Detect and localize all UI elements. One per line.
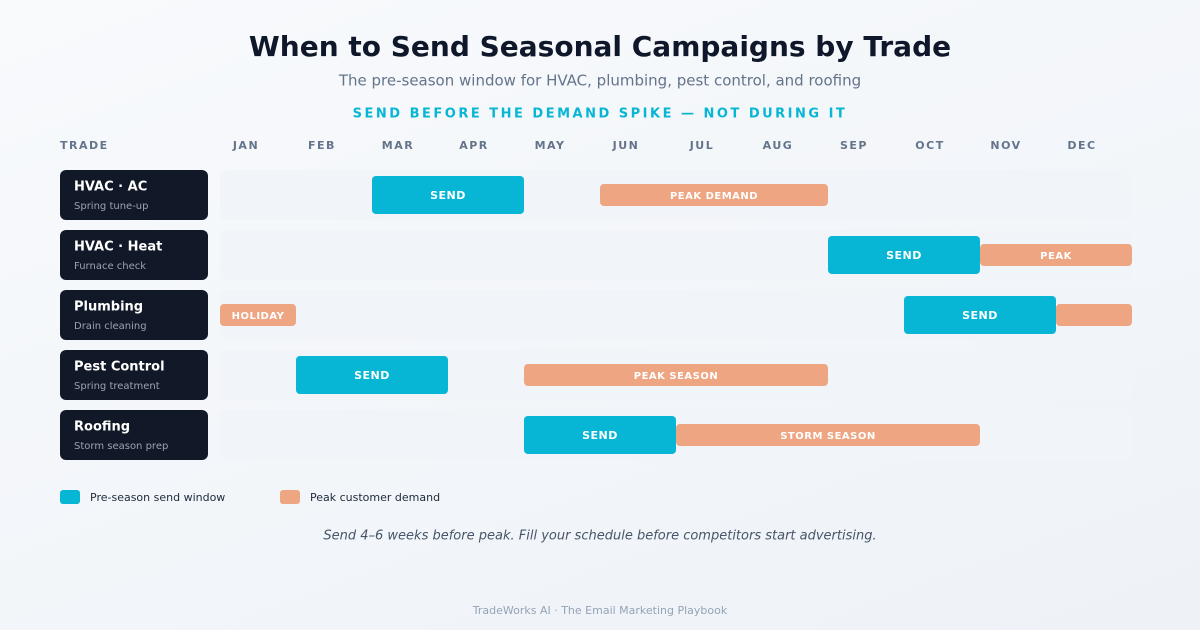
trade-card [60, 410, 208, 460]
month-label: APR [459, 139, 489, 152]
send-bar [904, 296, 1056, 334]
month-label: OCT [915, 139, 944, 152]
trade-heading: TRADE [60, 139, 109, 152]
peak-bar [600, 184, 828, 206]
bar-label: PEAK DEMAND [670, 191, 758, 202]
trade-name: HVAC · Heat [74, 240, 162, 255]
month-label: MAR [382, 139, 414, 152]
bar-label: SEND [962, 309, 998, 322]
send-bar [372, 176, 524, 214]
legend-swatch [280, 490, 300, 504]
bar-label: PEAK SEASON [634, 371, 718, 382]
bar-label: SEND [886, 249, 922, 262]
trade-card [60, 170, 208, 220]
note: Send 4–6 weeks before peak. Fill your sc… [323, 529, 876, 544]
month-label: FEB [308, 139, 336, 152]
send-bar [524, 416, 676, 454]
trade-name: Plumbing [74, 300, 143, 315]
trade-card [60, 230, 208, 280]
title: When to Send Seasonal Campaigns by Trade [249, 30, 951, 63]
trade-name: Roofing [74, 420, 130, 435]
trade-name: HVAC · AC [74, 180, 147, 195]
bar-label: SEND [582, 429, 618, 442]
tagline: SEND BEFORE THE DEMAND SPIKE — NOT DURIN… [353, 107, 848, 122]
month-label: JUL [689, 139, 715, 152]
month-label: AUG [763, 139, 794, 152]
trade-sub: Storm season prep [74, 441, 168, 452]
trade-sub: Drain cleaning [74, 321, 147, 332]
trade-card [60, 290, 208, 340]
trade-sub: Spring treatment [74, 381, 160, 392]
trade-sub: Furnace check [74, 261, 146, 272]
bar-label: STORM SEASON [780, 431, 876, 442]
send-bar [828, 236, 980, 274]
peak-bar [220, 304, 296, 326]
month-label: DEC [1067, 139, 1096, 152]
month-label: JUN [612, 139, 640, 152]
bar-label: HOLIDAY [232, 311, 285, 322]
month-label: NOV [990, 139, 1021, 152]
month-label: JAN [232, 139, 259, 152]
send-bar [296, 356, 448, 394]
peak-bar [524, 364, 828, 386]
legend-label: Pre-season send window [90, 491, 225, 504]
month-label: SEP [840, 139, 868, 152]
trade-card [60, 350, 208, 400]
subtitle: The pre-season window for HVAC, plumbing… [338, 72, 861, 90]
bar-label: SEND [354, 369, 390, 382]
legend-label: Peak customer demand [310, 491, 440, 504]
bar-label: PEAK [1040, 251, 1072, 262]
peak-bar [676, 424, 980, 446]
month-label: MAY [535, 139, 566, 152]
footer: TradeWorks AI · The Email Marketing Play… [472, 604, 728, 617]
trade-sub: Spring tune-up [74, 201, 149, 212]
peak-bar [1056, 304, 1132, 326]
trade-name: Pest Control [74, 360, 165, 375]
legend-swatch [60, 490, 80, 504]
bar-label: SEND [430, 189, 466, 202]
peak-bar [980, 244, 1132, 266]
